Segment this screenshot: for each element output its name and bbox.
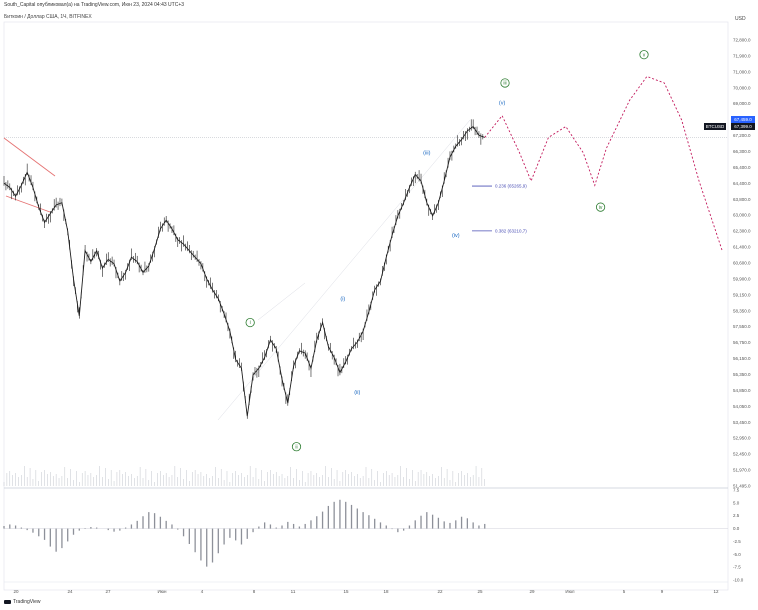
wave-label: v <box>643 52 646 58</box>
price-tick-label: 52,950.0 <box>733 436 751 441</box>
trend-line-b <box>257 282 306 321</box>
x-tick-label: 22 <box>437 589 443 594</box>
wave-label: (i) <box>340 296 345 302</box>
fib-level-label: 0.382 (63210,7) <box>495 228 527 233</box>
price-tick-label: 63,800.0 <box>733 197 751 202</box>
osc-tick-label: -2.5 <box>733 539 741 544</box>
price-tick-label: 54,050.0 <box>733 404 751 409</box>
osc-tick-label: -7.5 <box>733 565 741 570</box>
x-tick-label: 15 <box>343 589 349 594</box>
osc-tick-label: -5.0 <box>733 552 741 557</box>
plot-frame <box>3 21 729 591</box>
wave-label-circle <box>595 202 606 212</box>
price-tick-label: 51,970.0 <box>733 468 751 473</box>
wave-label: (ii) <box>354 390 360 396</box>
price-tick-label: 71,000.0 <box>733 69 751 74</box>
price-tick-label: 70,000.0 <box>733 85 751 90</box>
x-tick-label: 4 <box>201 589 204 594</box>
trend-line-a <box>217 119 471 421</box>
price-tick-label: 57,550.0 <box>733 324 751 329</box>
x-tick-label: 25 <box>477 589 483 594</box>
price-tick-label: 71,900.0 <box>733 53 751 58</box>
wave-label: (v) <box>499 100 506 106</box>
price-tick-label: 52,450.0 <box>733 452 751 457</box>
projection-path <box>484 75 723 251</box>
price-tick-label: 69,000.0 <box>733 101 751 106</box>
last-price-alt-label: 67,399.0 <box>734 124 752 129</box>
x-tick-label: 9 <box>661 589 664 594</box>
wave-label: ii <box>295 444 297 450</box>
fib-level-label: 0.236 (65265,9) <box>495 184 527 189</box>
wave-label-circle <box>245 317 255 328</box>
channel-upper-line <box>3 137 56 177</box>
x-tick-label: 12 <box>713 589 719 594</box>
wave-label-circle <box>291 442 302 452</box>
tradingview-logo-icon <box>4 600 11 604</box>
price-tick-label: 67,200.0 <box>733 133 751 138</box>
price-tick-label: 55,350.0 <box>733 372 751 377</box>
channel-lower-line <box>5 195 51 213</box>
price-tick-label: 58,350.0 <box>733 308 751 313</box>
osc-tick-label: 0.0 <box>733 526 740 531</box>
wave-label: (iv) <box>452 233 460 239</box>
currency-label: USD <box>735 16 746 22</box>
wave-label: (iii) <box>423 150 430 156</box>
x-tick-label: 8 <box>253 589 256 594</box>
last-price-tag <box>731 116 755 123</box>
price-tick-label: 59,900.0 <box>733 276 751 281</box>
x-tick-label: 20 <box>13 589 19 594</box>
x-tick-label: 11 <box>291 589 296 594</box>
wave-label: i <box>250 320 251 326</box>
symbol-title: Биткоин / Доллар США, 1Ч, BITFINEX <box>4 14 92 20</box>
osc-tick-label: 7.5 <box>733 488 740 493</box>
price-tick-label: 64,400.0 <box>733 181 751 186</box>
osc-tick-label: 5.0 <box>733 500 740 505</box>
price-tick-label: 72,800.0 <box>733 38 751 43</box>
x-tick-label: 5 <box>623 589 626 594</box>
price-tick-label: 56,750.0 <box>733 340 751 345</box>
price-series-line <box>3 125 485 417</box>
price-tick-label: 63,000.0 <box>733 213 751 218</box>
wave-label: iv <box>599 205 603 211</box>
last-price-label: 67,459.0 <box>734 117 752 122</box>
price-tick-label: 60,600.0 <box>733 261 751 266</box>
watermark-text: TradingView <box>13 599 41 605</box>
x-tick-label: Июл <box>565 589 575 594</box>
price-tick-label: 54,850.0 <box>733 388 751 393</box>
symbol-tag <box>704 123 726 130</box>
price-tick-label: 56,150.0 <box>733 356 751 361</box>
price-tick-label: 66,300.0 <box>733 149 751 154</box>
price-tick-label: 61,400.0 <box>733 245 751 250</box>
price-tick-label: 62,300.0 <box>733 229 751 234</box>
price-tick-label: 51,495.0 <box>733 484 751 489</box>
publisher-line: South_Capital опубликовал(а) на TradingV… <box>4 2 185 8</box>
wave-label: iii <box>503 81 506 87</box>
price-tick-label: 53,450.0 <box>733 420 751 425</box>
x-tick-label: 24 <box>67 589 73 594</box>
x-tick-label: 27 <box>105 589 111 594</box>
wave-label-circle <box>500 78 510 88</box>
price-tick-label: 59,150.0 <box>733 292 751 297</box>
wave-label-circle <box>639 50 649 60</box>
osc-tick-label: 2.5 <box>733 513 740 518</box>
osc-tick-label: -10.0 <box>733 578 744 583</box>
last-price-alt-tag <box>731 123 755 130</box>
x-tick-label: 29 <box>529 589 535 594</box>
symbol-tag-label: BTCUSD <box>706 124 725 129</box>
x-tick-label: 18 <box>383 589 389 594</box>
price-tick-label: 65,400.0 <box>733 165 751 170</box>
x-tick-label: Июн <box>157 589 167 594</box>
tradingview-watermark: TradingView <box>4 599 41 605</box>
